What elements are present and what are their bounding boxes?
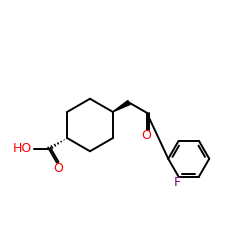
- Text: O: O: [141, 129, 151, 142]
- Text: F: F: [174, 176, 181, 188]
- Polygon shape: [113, 100, 130, 112]
- Text: O: O: [53, 162, 63, 175]
- Text: HO: HO: [12, 142, 32, 155]
